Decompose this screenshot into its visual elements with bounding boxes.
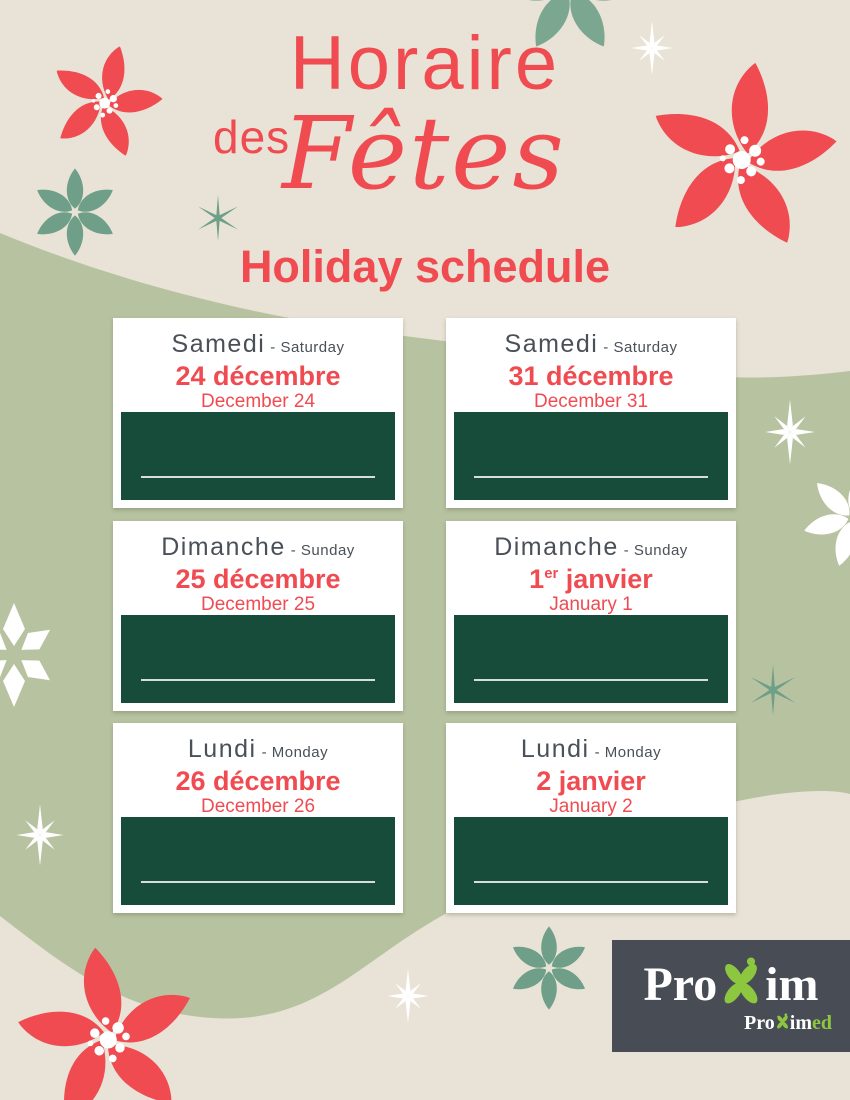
hours-write-panel (121, 412, 395, 500)
brand-text-suf: im (765, 957, 819, 1011)
day-name-fr: Samedi (504, 330, 599, 358)
day-name-fr: Samedi (171, 330, 266, 358)
schedule-card-dec24: Samedi - Saturday 24 décembre December 24 (113, 318, 403, 508)
schedule-card-jan2: Lundi - Monday 2 janvier January 2 (446, 723, 736, 913)
write-line (141, 476, 375, 478)
asterisk-icon (749, 664, 797, 716)
tagline-text-suf: ed (812, 1011, 832, 1034)
write-line (474, 679, 708, 681)
card-day: Samedi - Saturday (113, 330, 403, 359)
date-fr: 1er janvier (529, 563, 653, 594)
day-name-fr: Dimanche (161, 533, 286, 561)
schedule-card-dec25: Dimanche - Sunday 25 décembre December 25 (113, 521, 403, 711)
write-line (141, 881, 375, 883)
date-fr: 31 décembre (508, 360, 674, 391)
title-fr-line1: Horaire (289, 21, 561, 106)
proximed-wordmark: Pro im ed (744, 1013, 832, 1033)
sparkle-icon (16, 804, 64, 866)
proximed-x-icon (775, 1013, 790, 1030)
diamond-star-icon (0, 603, 56, 707)
day-name-en: - Monday (594, 744, 662, 761)
proxim-logo: Pro im Pro im ed (612, 940, 850, 1052)
date-en: December 26 (200, 796, 316, 818)
hours-write-panel (121, 615, 395, 703)
write-line (474, 881, 708, 883)
hours-write-panel (454, 412, 728, 500)
day-name-en: - Saturday (603, 339, 678, 356)
card-header: Lundi - Monday 26 décembre December 26 (113, 723, 403, 817)
write-line (474, 476, 708, 478)
sparkle-icon (765, 399, 815, 465)
date-en: December 31 (533, 391, 649, 413)
top-cream-blob (0, 0, 850, 378)
title-fr-line2: des (213, 111, 291, 163)
card-day: Lundi - Monday (446, 735, 736, 764)
hours-write-panel (454, 817, 728, 905)
card-header: Samedi - Saturday 24 décembre December 24 (113, 318, 403, 412)
schedule-card-dec31: Samedi - Saturday 31 décembre December 31 (446, 318, 736, 508)
day-name-en: - Monday (261, 744, 329, 761)
day-name-fr: Lundi (520, 735, 590, 763)
date-en: December 25 (200, 594, 316, 616)
date-fr: 25 décembre (175, 563, 341, 594)
hours-write-panel (454, 615, 728, 703)
card-day: Samedi - Saturday (446, 330, 736, 359)
proxim-wordmark: Pro im (643, 957, 819, 1011)
day-name-fr: Dimanche (494, 533, 619, 561)
day-name-fr: Lundi (187, 735, 257, 763)
schedule-card-jan1: Dimanche - Sunday 1er janvier January 1 (446, 521, 736, 711)
proxim-x-icon (718, 957, 764, 1007)
title-en: Holiday schedule (239, 241, 611, 292)
tagline-text-mid: im (789, 1011, 812, 1034)
card-header: Lundi - Monday 2 janvier January 2 (446, 723, 736, 817)
card-header: Samedi - Saturday 31 décembre December 31 (446, 318, 736, 412)
card-header: Dimanche - Sunday 25 décembre December 25 (113, 521, 403, 615)
date-fr: 26 décembre (175, 765, 341, 796)
day-name-en: - Sunday (290, 542, 355, 559)
flower-icon (793, 458, 850, 578)
date-en: January 1 (549, 594, 633, 616)
tagline-text-pre: Pro (744, 1011, 775, 1034)
schedule-card-dec26: Lundi - Monday 26 décembre December 26 (113, 723, 403, 913)
date-fr: 24 décembre (175, 360, 341, 391)
date-fr: 2 janvier (536, 765, 646, 796)
card-day: Lundi - Monday (113, 735, 403, 764)
hours-write-panel (121, 817, 395, 905)
day-name-en: - Saturday (270, 339, 345, 356)
date-en: December 24 (200, 391, 316, 413)
card-day: Dimanche - Sunday (113, 533, 403, 562)
write-line (141, 679, 375, 681)
card-day: Dimanche - Sunday (446, 533, 736, 562)
date-en: January 2 (549, 796, 633, 818)
title-fr-line3: Fêtes (282, 95, 566, 212)
card-header: Dimanche - Sunday 1er janvier January 1 (446, 521, 736, 615)
day-name-en: - Sunday (623, 542, 688, 559)
brand-text-pre: Pro (643, 957, 718, 1011)
